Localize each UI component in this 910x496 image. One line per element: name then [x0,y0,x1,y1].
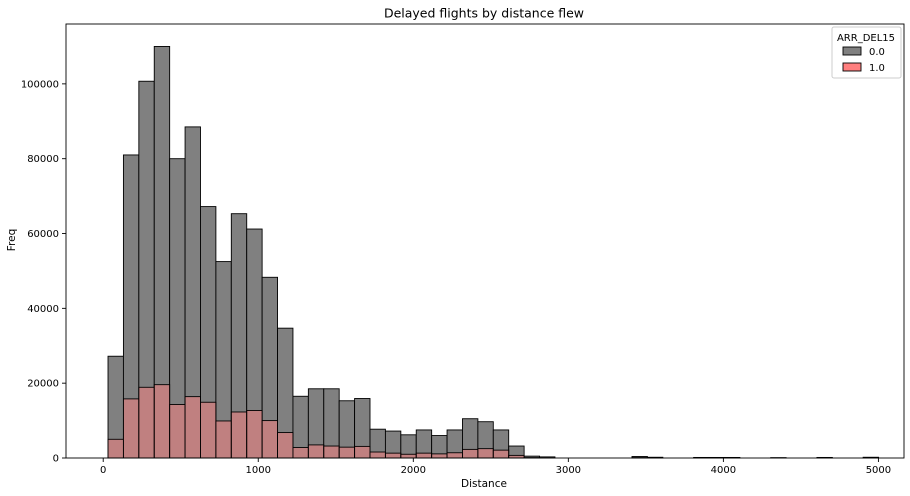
legend: ARR_DEL15 0.0 1.0 [831,26,902,79]
legend-swatch-1 [842,62,862,72]
bar-series-1-bin-9 [246,410,263,459]
bar-series-1-bin-25 [492,449,510,459]
bar-series-1-bin-24 [477,448,494,459]
legend-title: ARR_DEL15 [837,33,895,44]
bar-series-1-bin-4 [169,404,186,459]
bar-series-1-bin-23 [462,448,479,459]
bar-series-1-bin-19 [400,453,417,459]
bar-series-1-bin-1 [122,398,140,459]
bar-series-1-bin-21 [431,453,448,459]
axes-layer: 0 1000 2000 3000 4000 5000 0 20000 40000 60000 800… [21,23,905,476]
x-tick-label-0: 0 [100,465,106,476]
x-axis-title: Distance [461,478,507,490]
bar-series-1-bin-8 [230,411,248,459]
bar-series-1-bin-7 [215,420,232,459]
bar-series-1-bin-17 [369,451,386,459]
x-tick-label-4: 4000 [711,465,736,476]
x-tick-label-3: 3000 [556,465,581,476]
bar-series-1-bin-11 [277,432,294,459]
x-tick-label-2: 2000 [401,465,426,476]
y-axis-title: Freq [6,229,18,252]
bar-series-1-bin-12 [292,447,309,459]
bar-series-1-bin-14 [323,445,340,459]
bar-series-1-bin-20 [415,452,433,459]
y-tick-label-1: 20000 [27,379,59,390]
y-tick-label-4: 80000 [27,154,59,165]
legend-label-0: 0.0 [869,47,885,58]
bar-series-1-bin-13 [307,444,325,459]
legend-swatch-0 [842,46,862,56]
bar-series-1-bin-0 [107,438,124,459]
plot-frame [65,23,905,459]
bar-series-1-bin-5 [184,396,201,459]
bar-series-1-bin-10 [261,420,278,459]
bar-series-1-bin-18 [384,452,402,459]
bar-series-1-bin-2 [138,386,155,459]
y-tick-label-2: 40000 [27,304,59,315]
bar-series-1-bin-22 [446,452,463,459]
bar-series-1-bin-6 [200,401,217,459]
y-tick-label-5: 100000 [21,79,59,90]
bar-series-1-bin-3 [153,384,171,459]
bar-series-1-bin-16 [354,445,371,459]
legend-label-1: 1.0 [869,63,885,74]
bars-layer [107,46,880,459]
chart-title: Delayed flights by distance flew [384,6,584,21]
y-tick-label-3: 60000 [27,229,59,240]
y-tick-label-0: 0 [53,454,59,465]
x-tick-label-5: 5000 [866,465,891,476]
bar-series-1-bin-15 [338,446,356,459]
x-tick-label-1: 1000 [246,465,271,476]
